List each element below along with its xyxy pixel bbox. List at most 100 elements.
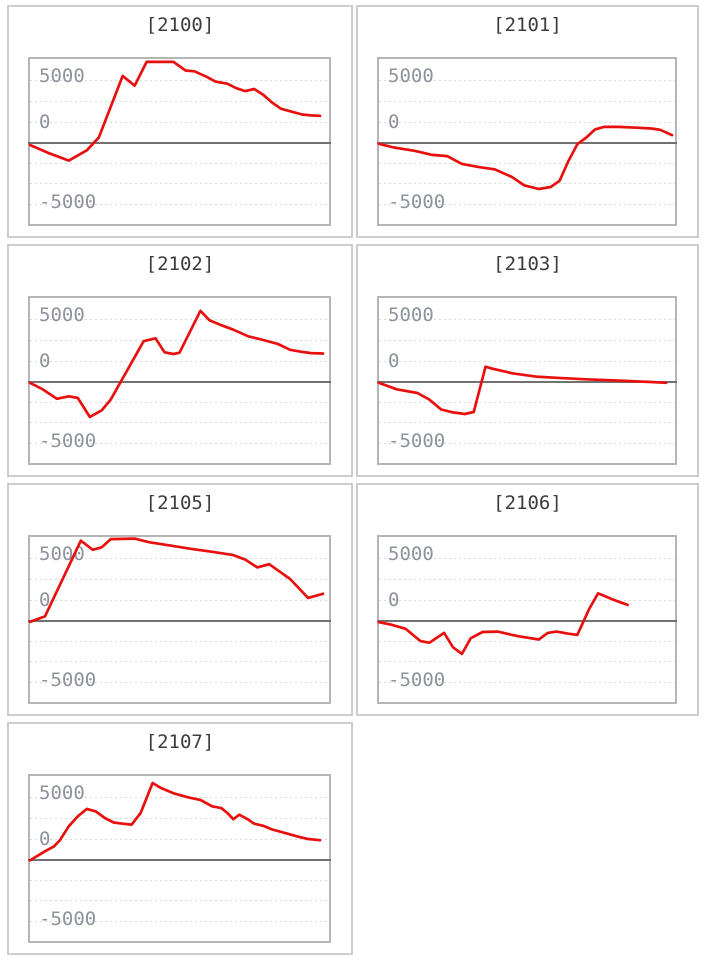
zero-line bbox=[28, 619, 331, 622]
y-axis-label-neg5000: -5000 bbox=[39, 190, 97, 213]
gridline bbox=[30, 339, 329, 341]
y-axis-label-neg5000: -5000 bbox=[388, 429, 446, 452]
y-axis-label-0: 0 bbox=[39, 350, 51, 373]
gridline bbox=[30, 900, 329, 902]
chart-title: [2107] bbox=[145, 731, 215, 753]
plot-area: 5000 0 -5000 bbox=[28, 57, 331, 226]
chart-panel-2100: [2100] 5000 0 -5000 bbox=[7, 5, 353, 238]
gridline bbox=[379, 558, 675, 560]
series-line bbox=[28, 60, 322, 162]
gridline bbox=[379, 422, 675, 424]
chart-title: [2103] bbox=[493, 253, 562, 275]
y-axis-label-5000: 5000 bbox=[39, 65, 85, 88]
chart-panel-2102: [2102] 5000 0 -5000 bbox=[7, 244, 353, 477]
gridline bbox=[30, 558, 329, 560]
series-svg bbox=[28, 60, 322, 162]
y-axis-label-neg5000: -5000 bbox=[39, 907, 97, 930]
gridline bbox=[379, 319, 675, 321]
chart-panel-2103: [2103] 5000 0 -5000 bbox=[356, 244, 699, 477]
series-svg bbox=[377, 365, 668, 416]
y-axis-label-5000: 5000 bbox=[388, 304, 434, 327]
gridline bbox=[30, 681, 329, 683]
gridline bbox=[379, 661, 675, 663]
chart-title: [2100] bbox=[145, 14, 215, 36]
gridline bbox=[30, 121, 329, 123]
gridline bbox=[30, 661, 329, 663]
gridline bbox=[379, 162, 675, 164]
series-svg bbox=[377, 592, 629, 656]
gridline bbox=[30, 80, 329, 82]
series-svg bbox=[28, 781, 322, 862]
series-line bbox=[377, 592, 629, 656]
gridline bbox=[30, 640, 329, 642]
gridline bbox=[30, 100, 329, 102]
series-svg bbox=[377, 125, 674, 191]
zero-line bbox=[28, 380, 331, 383]
gridline bbox=[30, 162, 329, 164]
y-axis-label-0: 0 bbox=[388, 350, 400, 373]
gridline bbox=[379, 578, 675, 580]
plot-area: 5000 0 -5000 bbox=[28, 296, 331, 465]
gridline bbox=[30, 599, 329, 601]
gridline bbox=[30, 920, 329, 922]
gridline bbox=[379, 401, 675, 403]
gridline bbox=[30, 578, 329, 580]
y-axis-label-neg5000: -5000 bbox=[39, 429, 97, 452]
y-axis-label-5000: 5000 bbox=[39, 304, 85, 327]
gridline bbox=[30, 422, 329, 424]
plot-area: 5000 0 -5000 bbox=[377, 296, 677, 465]
series-line bbox=[377, 365, 668, 416]
y-axis-label-neg5000: -5000 bbox=[39, 668, 97, 691]
gridline bbox=[379, 203, 675, 205]
chart-title: [2101] bbox=[493, 14, 562, 36]
zero-line bbox=[28, 858, 331, 861]
y-axis-label-neg5000: -5000 bbox=[388, 190, 446, 213]
gridline bbox=[30, 817, 329, 819]
y-axis-label-0: 0 bbox=[39, 589, 51, 612]
series-svg bbox=[28, 309, 325, 419]
y-axis-label-0: 0 bbox=[388, 111, 400, 134]
gridline bbox=[379, 100, 675, 102]
zero-line bbox=[377, 380, 677, 383]
gridline bbox=[379, 442, 675, 444]
plot-area: 5000 0 -5000 bbox=[28, 535, 331, 704]
y-axis-label-5000: 5000 bbox=[39, 782, 85, 805]
gridline bbox=[379, 121, 675, 123]
y-axis-label-0: 0 bbox=[39, 111, 51, 134]
gridline bbox=[379, 360, 675, 362]
zero-line bbox=[377, 141, 677, 144]
chart-title: [2106] bbox=[493, 492, 562, 514]
y-axis-label-neg5000: -5000 bbox=[388, 668, 446, 691]
plot-area: 5000 0 -5000 bbox=[377, 535, 677, 704]
chart-panel-2105: [2105] 5000 0 -5000 bbox=[7, 483, 353, 716]
chart-panel-2101: [2101] 5000 0 -5000 bbox=[356, 5, 699, 238]
gridline bbox=[30, 442, 329, 444]
chart-title: [2105] bbox=[145, 492, 215, 514]
chart-panel-2106: [2106] 5000 0 -5000 bbox=[356, 483, 699, 716]
gridline bbox=[379, 339, 675, 341]
y-axis-label-0: 0 bbox=[388, 589, 400, 612]
series-line bbox=[377, 125, 674, 191]
gridline bbox=[379, 681, 675, 683]
series-svg bbox=[28, 537, 325, 624]
plot-area: 5000 0 -5000 bbox=[377, 57, 677, 226]
gridline bbox=[30, 203, 329, 205]
plot-area: 5000 0 -5000 bbox=[28, 774, 331, 943]
series-line bbox=[28, 309, 325, 419]
gridline bbox=[30, 838, 329, 840]
gridline bbox=[30, 401, 329, 403]
chart-panel-2107: [2107] 5000 0 -5000 bbox=[7, 722, 353, 955]
series-line bbox=[28, 781, 322, 862]
gridline bbox=[30, 879, 329, 881]
y-axis-label-5000: 5000 bbox=[388, 65, 434, 88]
gridline bbox=[379, 599, 675, 601]
series-line bbox=[28, 537, 325, 624]
gridline bbox=[30, 360, 329, 362]
gridline bbox=[30, 797, 329, 799]
y-axis-label-5000: 5000 bbox=[388, 543, 434, 566]
zero-line bbox=[377, 619, 677, 622]
zero-line bbox=[28, 141, 331, 144]
gridline bbox=[379, 183, 675, 185]
gridline bbox=[379, 640, 675, 642]
